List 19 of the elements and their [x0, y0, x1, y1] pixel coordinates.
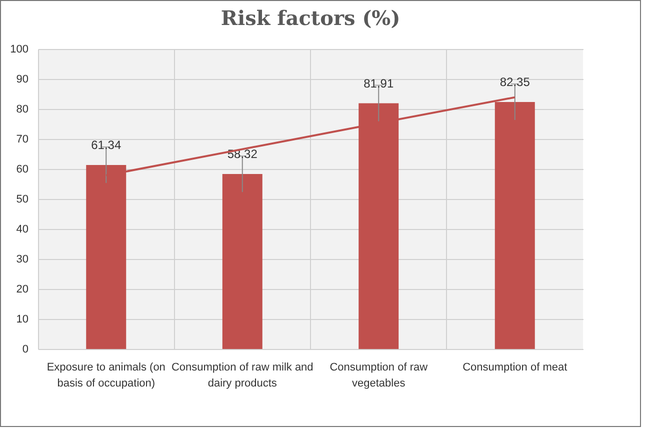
chart-title: Risk factors (%)	[220, 6, 400, 30]
y-tick-label: 70	[16, 134, 28, 146]
y-tick-label: 90	[16, 74, 28, 86]
y-tick-label: 30	[16, 254, 28, 266]
x-tick-label: Consumption of meat	[462, 362, 568, 374]
y-tick-label: 100	[10, 44, 28, 56]
y-tick-label: 0	[22, 344, 28, 356]
data-label: 61.34	[91, 138, 122, 152]
y-tick-label: 40	[16, 224, 28, 236]
data-label: 82.35	[500, 74, 530, 89]
y-tick-label: 10	[16, 314, 28, 326]
y-tick-label: 50	[16, 194, 28, 206]
y-tick-label: 80	[16, 104, 28, 116]
x-tick-label: Consumption of raw milk and dairy products	[171, 362, 314, 390]
data-label: 81.91	[364, 76, 394, 90]
y-tick-label: 20	[16, 284, 28, 296]
x-tick-label: Exposure to animals (on basis of occupation)	[46, 362, 166, 390]
y-tick-label: 60	[16, 164, 28, 176]
x-tick-label: Consumption of raw vegetables	[330, 362, 428, 390]
